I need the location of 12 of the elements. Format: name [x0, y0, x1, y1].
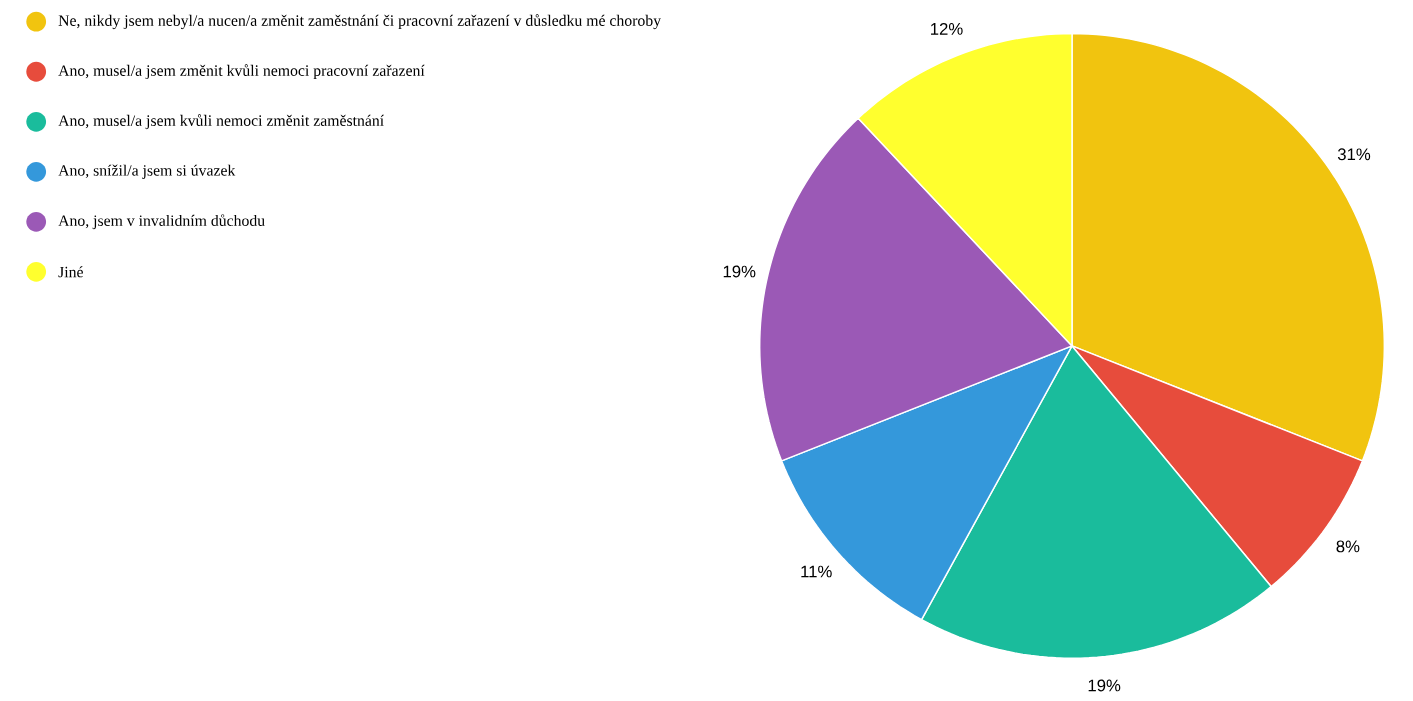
- legend-label: Ano, musel/a jsem kvůli nemoci změnit zaměstnání: [58, 114, 384, 130]
- data-label: 31%: [1337, 148, 1371, 161]
- legend-label: Ano, musel/a jsem změnit kvůli nemoci pracovní zařazení: [58, 64, 425, 80]
- legend-label: Ne, nikdy jsem nebyl/a nucen/a změnit zaměstnání či pracovní zařazení v důsledku mé choroby: [58, 14, 661, 30]
- legend-label: Ano, jsem v invalidním důchodu: [58, 214, 265, 230]
- data-label: 12%: [931, 23, 963, 35]
- data-label: 8%: [1336, 540, 1360, 553]
- data-label: 19%: [1088, 679, 1121, 692]
- data-label: 11%: [801, 565, 832, 578]
- legend-label: Ano, snížil/a jsem si úvazek: [58, 164, 236, 180]
- data-label: 19%: [723, 265, 756, 278]
- legend-label: Jiné: [58, 266, 83, 278]
